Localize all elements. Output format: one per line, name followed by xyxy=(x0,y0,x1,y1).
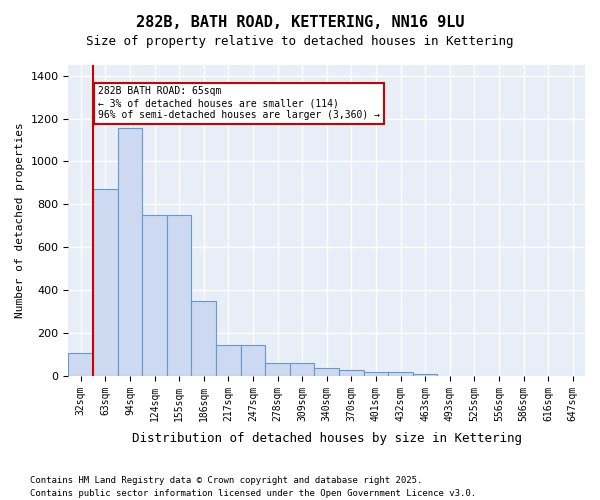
Bar xyxy=(364,372,388,376)
Bar xyxy=(413,374,437,376)
Bar xyxy=(191,301,216,376)
Bar xyxy=(290,363,314,376)
X-axis label: Distribution of detached houses by size in Kettering: Distribution of detached houses by size … xyxy=(132,432,522,445)
Bar xyxy=(68,354,93,376)
Y-axis label: Number of detached properties: Number of detached properties xyxy=(15,122,25,318)
Bar xyxy=(265,363,290,376)
Bar xyxy=(167,215,191,376)
Text: Size of property relative to detached houses in Kettering: Size of property relative to detached ho… xyxy=(86,35,514,48)
Text: 282B BATH ROAD: 65sqm
← 3% of detached houses are smaller (114)
96% of semi-deta: 282B BATH ROAD: 65sqm ← 3% of detached h… xyxy=(98,86,380,120)
Bar xyxy=(241,345,265,376)
Bar xyxy=(118,128,142,376)
Bar xyxy=(339,370,364,376)
Bar xyxy=(216,345,241,376)
Bar xyxy=(93,190,118,376)
Bar xyxy=(142,215,167,376)
Text: 282B, BATH ROAD, KETTERING, NN16 9LU: 282B, BATH ROAD, KETTERING, NN16 9LU xyxy=(136,15,464,30)
Text: Contains public sector information licensed under the Open Government Licence v3: Contains public sector information licen… xyxy=(30,488,476,498)
Bar xyxy=(314,368,339,376)
Bar xyxy=(388,372,413,376)
Text: Contains HM Land Registry data © Crown copyright and database right 2025.: Contains HM Land Registry data © Crown c… xyxy=(30,476,422,485)
